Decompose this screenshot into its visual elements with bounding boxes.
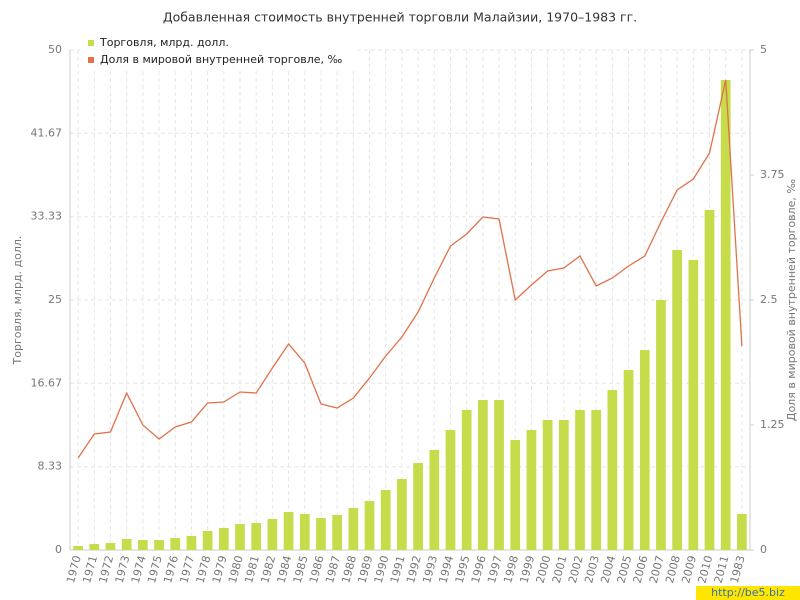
bar (89, 544, 100, 550)
y-tick-label: 8.33 (38, 460, 63, 473)
bar (558, 420, 569, 550)
bar (364, 501, 375, 550)
bar (218, 528, 229, 550)
bar (461, 410, 472, 550)
y-tick-label: 41.67 (31, 126, 63, 139)
bar (332, 515, 342, 550)
bar (672, 250, 682, 550)
bar (494, 400, 504, 550)
y2-tick-label: 3.75 (760, 168, 785, 181)
bar (202, 531, 213, 550)
bar (397, 479, 407, 550)
legend-marker (88, 40, 94, 46)
bar (526, 430, 537, 550)
bar (170, 538, 181, 550)
y-axis-label: Торговля, млрд. долл. (11, 236, 24, 366)
bar (429, 450, 440, 550)
legend: Торговля, млрд. долл. Доля в мировой внут… (80, 33, 357, 70)
bar (413, 463, 423, 550)
legend-marker (88, 57, 94, 63)
bar (623, 370, 634, 550)
bar (478, 400, 488, 550)
y-tick-label: 33.33 (31, 210, 63, 223)
bar (704, 210, 715, 550)
bar (186, 536, 197, 550)
y2-tick-label: 2.5 (760, 293, 778, 306)
legend-label: Доля в мировой внутренней торговле, ‰ (100, 53, 343, 66)
bar (542, 420, 553, 550)
bar (591, 410, 602, 550)
legend-label: Торговля, млрд. долл. (99, 36, 229, 49)
bar (656, 300, 666, 550)
chart-title: Добавленная стоимость внутренней торговл… (163, 10, 637, 25)
watermark-bg (696, 586, 800, 600)
y-tick-label: 50 (48, 43, 62, 56)
bar (575, 410, 585, 550)
line (77, 79, 743, 459)
watermark: http://be5.biz (711, 586, 785, 599)
bar (121, 539, 132, 550)
y2-tick-label: 1.25 (760, 418, 785, 431)
bar (267, 519, 278, 550)
y2-axis-label: Доля в мировой внутренней торговле, ‰ (785, 179, 798, 422)
bar (73, 546, 83, 550)
bar (720, 80, 731, 550)
bar (607, 390, 618, 550)
bar (251, 523, 262, 550)
bar (283, 512, 294, 550)
y2-tick-label: 0 (760, 543, 767, 556)
legend-box (80, 33, 357, 70)
bar (154, 540, 164, 550)
bar (380, 490, 391, 550)
bar (348, 508, 359, 550)
y-tick-label: 16.67 (31, 376, 63, 389)
bar (138, 540, 148, 550)
bar (639, 350, 650, 550)
y-tick-label: 25 (48, 293, 62, 306)
bar (235, 524, 245, 550)
bar (105, 543, 116, 550)
bar (737, 514, 747, 550)
bar (688, 260, 699, 550)
bar (316, 518, 326, 550)
y2-tick-label: 5 (760, 43, 767, 56)
bar (510, 440, 521, 550)
bar (299, 514, 310, 550)
y-tick-label: 0 (55, 543, 62, 556)
bar (445, 430, 456, 550)
